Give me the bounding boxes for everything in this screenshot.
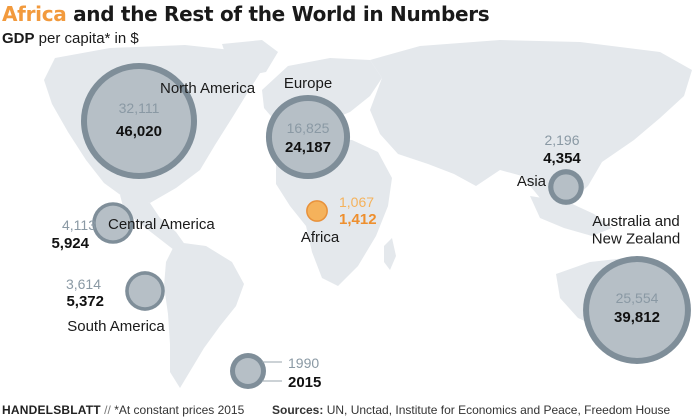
land-south-america <box>164 242 244 388</box>
brand-name: HANDELSBLATT <box>2 403 101 417</box>
value-2015-south-america: 5,372 <box>66 293 104 310</box>
value-2015-north-america: 46,020 <box>116 123 162 140</box>
bubble-1990-north-america <box>87 69 191 173</box>
chart-title: Africa and the Rest of the World in Numb… <box>2 2 490 26</box>
value-2015-africa: 1,412 <box>339 211 377 228</box>
value-2015-central-america: 5,924 <box>51 235 89 252</box>
value-2015-australia-and-new-zealand: 39,812 <box>614 309 660 326</box>
title-highlight: Africa <box>2 2 67 26</box>
subtitle-bold: GDP <box>2 30 35 47</box>
region-label-asia: Asia <box>517 173 547 190</box>
chart-subtitle: GDP per capita* in $ <box>2 30 139 47</box>
sources-label: Sources: <box>272 403 324 417</box>
land-madagascar <box>384 238 396 270</box>
sources-line: Sources: UN, Unctad, Institute for Econo… <box>272 403 670 417</box>
region-label-central-america: Central America <box>108 216 215 233</box>
land-greenland <box>222 40 278 76</box>
region-label-australia-and-new-zealand: Australia and New Zealand <box>592 213 680 247</box>
value-2015-europe: 24,187 <box>285 139 331 156</box>
region-label-north-america: North America <box>160 80 256 97</box>
region-label-africa: Africa <box>301 229 340 246</box>
land-asia <box>370 40 692 206</box>
subtitle-rest: per capita* in $ <box>34 30 139 47</box>
value-1990-australia-and-new-zealand: 25,554 <box>616 290 659 306</box>
legend-label-1990: 1990 <box>288 355 319 371</box>
footer: HANDELSBLATT // *At constant prices 2015… <box>2 403 670 417</box>
value-2015-asia: 4,354 <box>543 150 581 167</box>
legend-label-2015: 2015 <box>288 374 321 391</box>
value-1990-south-america: 3,614 <box>66 276 101 292</box>
region-label-south-america: South America <box>67 318 165 335</box>
legend: 1990 2015 <box>230 353 321 391</box>
bubble-1990-central-america <box>95 205 131 241</box>
value-1990-north-america: 32,111 <box>119 100 160 116</box>
bubble-1990-europe <box>271 100 345 174</box>
value-1990-asia: 2,196 <box>544 132 579 148</box>
sources-text: UN, Unctad, Institute for Economics and … <box>323 403 671 417</box>
bubble-1990-australia-and-new-zealand <box>589 262 685 358</box>
bubble-1990-south-america <box>128 274 162 308</box>
land-central-america <box>120 195 186 250</box>
region-label-europe: Europe <box>284 75 332 92</box>
bubble-layer <box>81 63 691 364</box>
legend-bubble-inner <box>235 358 261 384</box>
footer-separator: // <box>100 403 115 417</box>
bubble-1990-asia <box>553 174 579 200</box>
value-1990-central-america: 4,113 <box>62 217 96 233</box>
footnote: *At constant prices 2015 <box>114 403 245 417</box>
bubble-africa <box>306 200 328 222</box>
title-rest: and the Rest of the World in Numbers <box>66 2 490 26</box>
land-southeast-asia <box>530 196 612 236</box>
value-1990-africa: 1,067 <box>339 194 374 210</box>
value-1990-europe: 16,825 <box>287 120 330 136</box>
